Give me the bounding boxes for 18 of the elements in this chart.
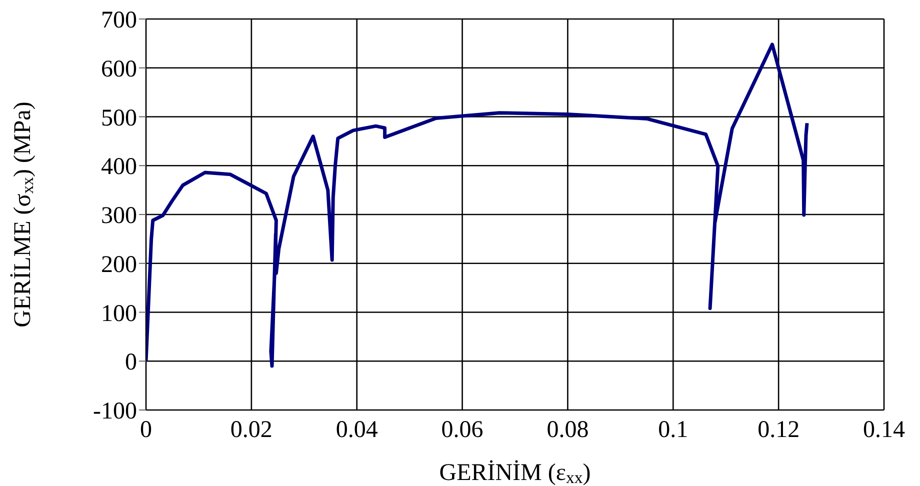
y-tick-label: -100 [93,398,137,425]
y-tick-label: 100 [101,300,137,327]
x-axis-title: GERİNİM (ε$_{xx}$) [439,460,591,486]
y-tick-label: 500 [101,105,137,132]
x-tick-label: 0.1 [658,417,688,444]
x-tick-label: 0.06 [441,417,484,444]
y-tick-label: 0 [125,350,137,376]
y-tick-label: 400 [101,154,137,180]
y-tick-label: 200 [101,252,137,278]
x-tick-label: 0.12 [758,417,800,444]
x-tick-label: 0.04 [336,417,378,444]
y-tick-label: 600 [101,56,137,82]
line-series [146,42,809,368]
x-tick-label: 0.14 [863,417,905,444]
y-tick-label: 700 [101,8,137,34]
y-tick-label: 300 [101,203,137,230]
x-tick-label: 0.08 [546,417,589,444]
x-tick-label: 0.02 [230,417,272,444]
